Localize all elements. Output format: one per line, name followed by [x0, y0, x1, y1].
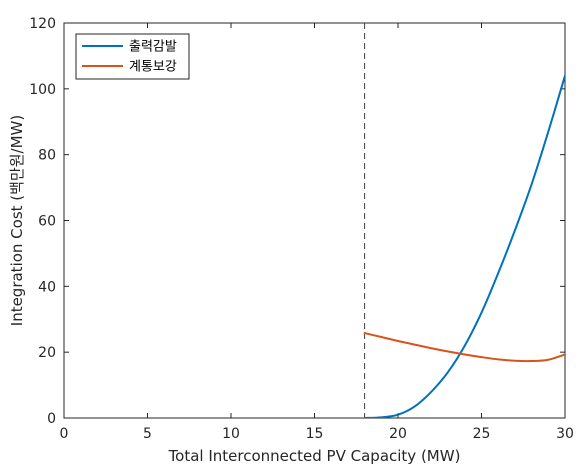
- plot-area: [63, 22, 566, 419]
- y-tick-label: 80: [38, 148, 56, 164]
- y-tick-label: 0: [47, 411, 56, 427]
- y-tick-label: 20: [38, 345, 56, 361]
- x-axis-title: Total Interconnected PV Capacity (MW): [168, 447, 461, 465]
- legend-box: [75, 33, 190, 80]
- y-axis-ticks: 0 20 40 60 80 100 120: [29, 16, 565, 427]
- x-tick-label: 25: [473, 426, 491, 442]
- x-tick-label: 20: [389, 426, 407, 442]
- series-line-1: [363, 332, 565, 363]
- x-tick-label: 30: [556, 426, 574, 442]
- y-tick-label: 100: [29, 82, 56, 98]
- x-axis-ticks: 0 5 10 15 20 25 30: [60, 23, 574, 442]
- legend: 출력감발 계통보강: [75, 33, 190, 80]
- x-tick-label: 5: [143, 426, 152, 442]
- x-tick-label: 15: [306, 426, 324, 442]
- series-layer: [363, 23, 565, 418]
- y-axis-title: Integration Cost (백만원/MW): [8, 115, 26, 326]
- y-tick-label: 120: [29, 16, 56, 32]
- series-line-0: [363, 74, 565, 418]
- y-tick-label: 60: [38, 214, 56, 230]
- plot-frame: [63, 22, 566, 419]
- legend-label-1: 계통보강: [129, 60, 177, 75]
- x-tick-label: 10: [222, 426, 240, 442]
- x-tick-label: 0: [60, 426, 69, 442]
- legend-label-0: 출력감발: [129, 40, 177, 55]
- y-tick-label: 40: [38, 279, 56, 295]
